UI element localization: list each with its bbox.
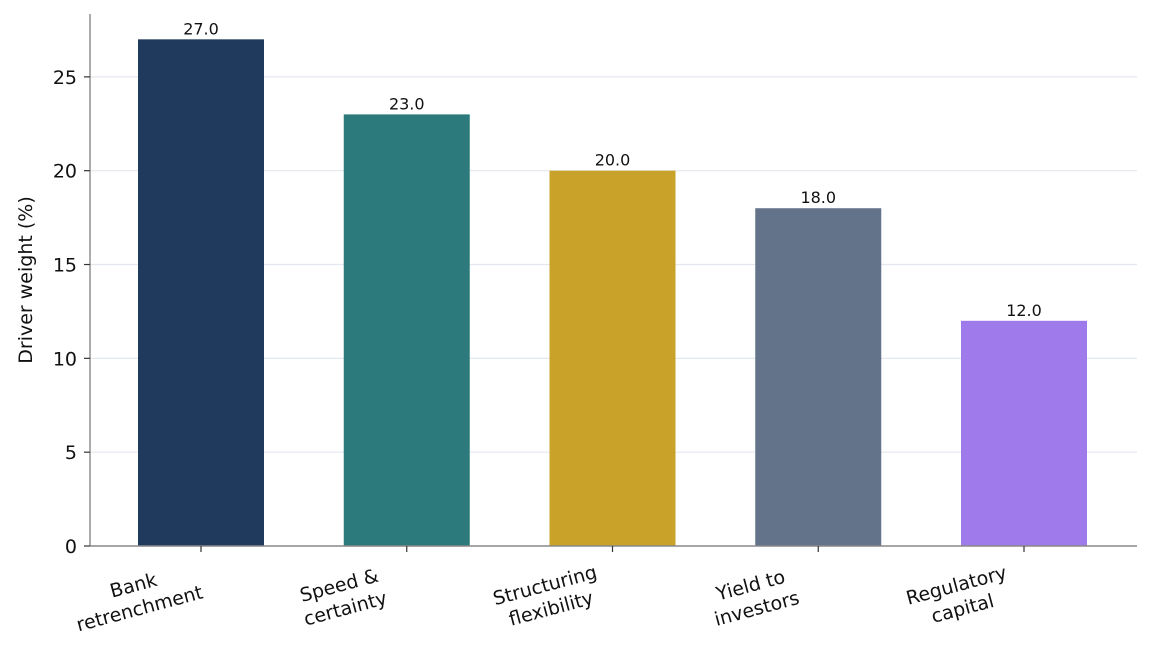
- axes: [89, 14, 1137, 547]
- data-labels: 27.0 23.0 20.0 18.0 12.0: [183, 19, 1042, 319]
- y-tick-label: 15: [53, 255, 77, 277]
- bar: [961, 320, 1087, 546]
- data-label: 27.0: [183, 19, 219, 38]
- y-tick-label: 5: [65, 442, 77, 464]
- x-tick-label: Bankretrenchment: [68, 558, 205, 636]
- x-tick-label: Structuringflexibility: [491, 561, 606, 633]
- bar: [138, 39, 264, 546]
- y-tick-label: 20: [53, 161, 77, 183]
- x-tick-label: Yield toinvestors: [706, 564, 802, 631]
- y-tick-label: 10: [53, 348, 77, 370]
- x-tick-label: Speed &certainty: [295, 564, 389, 630]
- y-axis-title: Driver weight (%): [15, 196, 37, 363]
- x-ticks: Bankretrenchment Speed &certainty Structur…: [68, 546, 1025, 636]
- bars: [138, 39, 1087, 547]
- bar: [549, 170, 676, 547]
- bar: [343, 114, 470, 546]
- bar: [755, 208, 882, 546]
- data-label: 20.0: [595, 151, 631, 170]
- data-label: 12.0: [1006, 301, 1042, 320]
- y-tick-label: 25: [53, 67, 77, 89]
- y-ticks: 0 5 10 15 20 25: [53, 67, 90, 558]
- x-tick-label: Regulatorycapital: [904, 562, 1016, 633]
- data-label: 23.0: [389, 94, 425, 113]
- data-label: 18.0: [800, 188, 836, 207]
- y-tick-label: 0: [65, 536, 77, 558]
